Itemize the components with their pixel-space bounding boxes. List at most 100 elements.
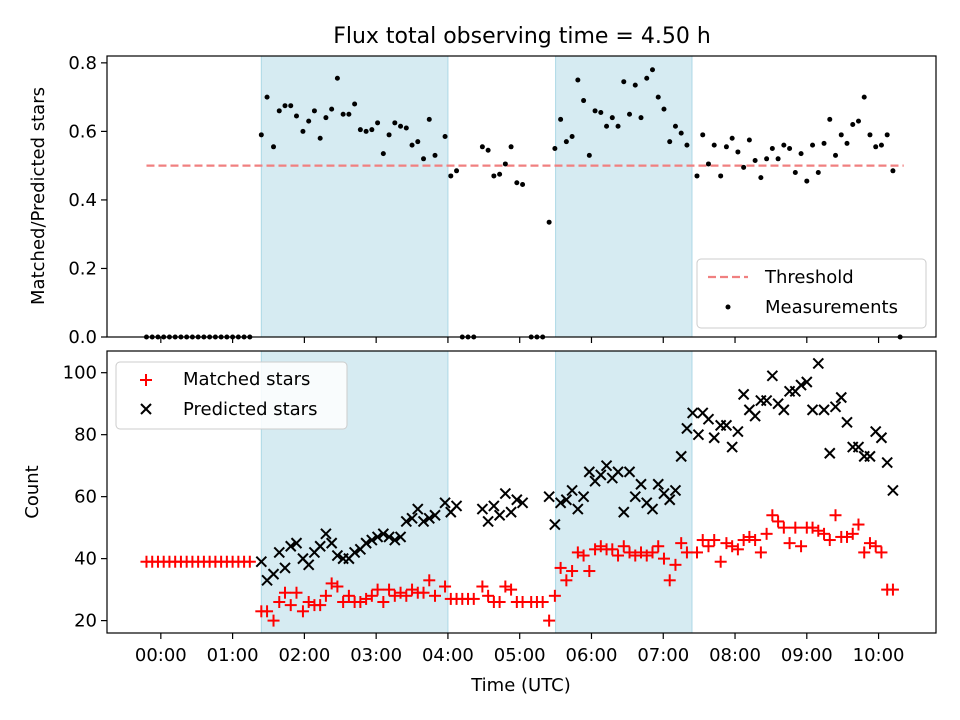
matched-star-marker	[680, 546, 693, 559]
measurement-point	[514, 180, 520, 186]
matched-star-marker	[875, 546, 888, 559]
measurement-point	[718, 173, 724, 179]
matched-star-marker	[543, 614, 556, 627]
x-tick-label: 06:00	[566, 645, 618, 666]
predicted-star-marker	[623, 466, 636, 478]
y-tick-label: 0.4	[68, 190, 97, 211]
bottom-panel: 20 40 60 80 100 00:00 01:00 02:00 03:00 04:00 05:…	[22, 350, 937, 696]
predicted-star-marker	[290, 537, 303, 549]
matched-star-marker	[439, 580, 452, 593]
predicted-star-marker	[818, 404, 830, 416]
measurement-point	[357, 127, 363, 133]
marker-stroke	[875, 432, 888, 444]
measurements-legend-label: Measurements	[765, 297, 898, 318]
matched-star-marker	[331, 580, 344, 593]
y-tick-label: 0.6	[68, 121, 97, 142]
marker-stroke	[320, 528, 332, 540]
matched-star-marker	[846, 527, 859, 540]
marker-stroke	[255, 556, 268, 568]
bottom-x-ticks: 00:00 01:00 02:00 03:00 04:00 05:00 06:00 07:00…	[135, 633, 905, 666]
marker-stroke	[482, 515, 494, 528]
matched-star-marker	[886, 583, 899, 596]
marker-stroke	[389, 534, 401, 546]
marker-stroke	[267, 568, 280, 580]
measurement-point	[661, 106, 667, 112]
measurement-point	[392, 120, 398, 126]
predicted-star-marker	[864, 450, 876, 463]
predicted-star-marker	[875, 432, 888, 444]
marker-stroke	[664, 494, 676, 506]
top-plot-frame	[106, 55, 937, 338]
matched-star-marker	[429, 589, 442, 602]
marker-stroke	[760, 394, 773, 407]
predicted-star-marker	[549, 518, 561, 531]
matched-star-marker	[714, 555, 727, 568]
measurement-point	[604, 123, 610, 129]
predicted-star-marker	[488, 500, 500, 512]
measurement-point	[258, 132, 264, 138]
y-tick-label: 0.2	[68, 258, 97, 279]
marker-stroke	[697, 407, 709, 419]
measurement-point	[479, 144, 485, 150]
matched-star-marker	[852, 518, 865, 531]
marker-stroke	[835, 391, 847, 404]
measurement-point	[838, 132, 844, 138]
measurement-point	[276, 108, 282, 114]
x-tick-label: 10:00	[853, 645, 905, 666]
matched-star-marker	[652, 540, 665, 553]
marker-stroke	[331, 549, 344, 562]
x-tick-label: 00:00	[135, 645, 187, 666]
marker-stroke	[383, 531, 395, 543]
predicted-star-marker	[400, 515, 413, 528]
measurement-point	[586, 152, 592, 158]
matched-star-marker	[342, 589, 355, 602]
predicted-star-marker	[285, 540, 297, 552]
predicted-star-marker	[675, 450, 687, 463]
measurement-point	[346, 111, 352, 117]
matched-star-marker	[606, 543, 619, 556]
predicted-star-marker	[476, 503, 489, 515]
bottom-legend: Matched stars Predicted stars	[115, 361, 348, 430]
matched-star-marker	[423, 574, 436, 587]
measurement-point	[632, 82, 638, 88]
matched-star-marker	[261, 605, 274, 618]
marker-stroke	[841, 416, 853, 428]
predicted-star-marker	[371, 531, 384, 543]
matched-star-marker	[754, 546, 767, 559]
measurement-point	[271, 144, 277, 150]
bottom-y-axis-label: Count	[22, 465, 43, 518]
measurement-point	[508, 144, 514, 150]
measurement-point	[741, 164, 747, 170]
measurement-point	[502, 161, 508, 167]
marker-stroke	[801, 376, 813, 388]
predicted-star-marker	[760, 394, 773, 407]
predicted-star-marker	[267, 568, 280, 580]
measurement-point	[609, 115, 615, 121]
threshold-legend-label: Threshold	[764, 267, 854, 288]
marker-stroke	[669, 484, 682, 497]
measurements-legend-swatch	[725, 304, 731, 310]
predicted-star-marker	[429, 509, 441, 521]
predicted-star-marker	[852, 441, 865, 453]
y-tick-label: 60	[74, 487, 97, 508]
predicted-star-marker	[726, 441, 738, 453]
marker-stroke	[824, 447, 836, 459]
x-tick-label: 04:00	[422, 645, 474, 666]
matched-stars-points	[140, 509, 899, 627]
matched-star-marker	[284, 599, 297, 612]
marker-stroke	[652, 478, 664, 490]
measurement-point	[552, 146, 558, 152]
matched-star-marker	[536, 596, 549, 609]
marker-stroke	[618, 506, 630, 518]
measurement-point	[497, 171, 503, 177]
marker-stroke	[737, 388, 750, 401]
marker-stroke	[348, 546, 361, 559]
marker-stroke	[675, 450, 687, 463]
predicted-star-marker	[493, 509, 506, 521]
predicted-star-marker	[412, 503, 424, 515]
marker-stroke	[623, 466, 636, 478]
matched-star-marker	[690, 546, 703, 559]
matched-star-marker	[702, 540, 715, 553]
measurement-point	[878, 142, 884, 148]
predicted-star-marker	[595, 469, 607, 481]
